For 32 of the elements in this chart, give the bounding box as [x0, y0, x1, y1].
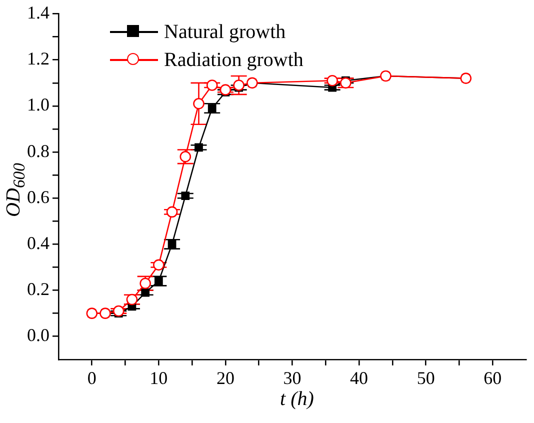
point — [141, 288, 150, 297]
x-tick-label: 40 — [350, 368, 368, 388]
point — [193, 98, 204, 110]
x-tick-label: 30 — [283, 368, 302, 388]
x-tick-label: 0 — [87, 368, 96, 388]
legend-label: Radiation growth — [164, 48, 304, 73]
legend-label: Natural growth — [164, 20, 286, 45]
y-tick-label: 1.2 — [27, 48, 50, 69]
y-tick-label: 1.4 — [27, 2, 50, 23]
y-tick-label: 1.0 — [27, 94, 50, 115]
point — [166, 206, 178, 218]
point — [340, 77, 352, 89]
x-tick-label: 20 — [216, 368, 234, 388]
point — [153, 259, 164, 271]
point — [181, 192, 190, 200]
x-axis-title: t (h) — [279, 388, 315, 411]
y-tick-label: 0.2 — [27, 279, 50, 300]
point — [220, 84, 232, 96]
y-tick-label: 0.6 — [27, 186, 50, 207]
point — [126, 294, 138, 306]
point — [206, 80, 218, 91]
point — [194, 143, 203, 152]
y-tick-label: 0.4 — [27, 232, 50, 253]
point — [154, 276, 163, 286]
y-tick-label: 0.8 — [27, 140, 50, 161]
y-tick-label: 0.0 — [27, 325, 50, 346]
point — [326, 74, 338, 86]
point — [168, 240, 176, 248]
x-tick-label: 10 — [150, 368, 168, 388]
x-tick-label: 50 — [416, 368, 435, 388]
x-tick-label: 60 — [484, 368, 502, 388]
point — [208, 104, 216, 112]
